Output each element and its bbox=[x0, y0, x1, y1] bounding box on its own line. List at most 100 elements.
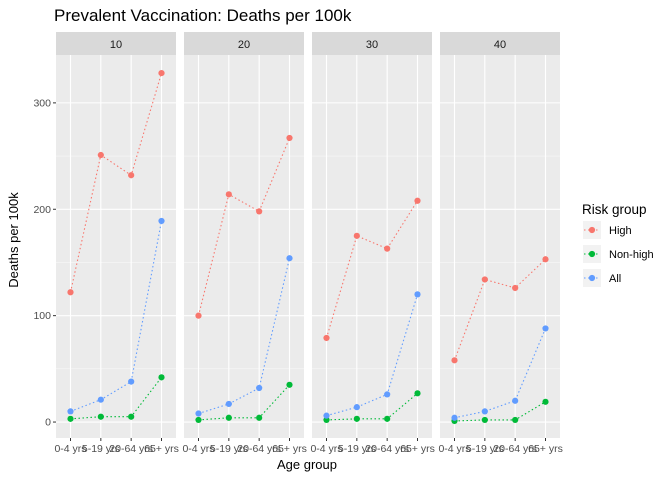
x-tick-label: 65+ yrs bbox=[272, 443, 307, 455]
data-point-non-high bbox=[195, 416, 202, 424]
panel-background bbox=[184, 55, 304, 438]
data-point-non-high bbox=[225, 414, 232, 421]
x-tick-label: 0-4 yrs bbox=[310, 443, 342, 455]
data-point-all bbox=[97, 396, 104, 403]
data-point-all bbox=[414, 291, 421, 298]
data-point-non-high bbox=[158, 374, 165, 381]
legend-item-all: All bbox=[583, 269, 621, 287]
x-axis-label: Age group bbox=[277, 457, 337, 472]
data-point-non-high bbox=[542, 398, 549, 405]
data-point-all bbox=[353, 404, 360, 411]
data-point-all bbox=[286, 255, 293, 262]
data-point-all bbox=[542, 325, 549, 332]
x-tick-label: 5-19 yrs bbox=[338, 443, 376, 455]
facet-strip bbox=[184, 32, 304, 55]
data-point-all bbox=[451, 414, 458, 421]
facet-strip bbox=[56, 32, 176, 55]
data-point-high bbox=[256, 208, 263, 215]
facet-strip-label: 40 bbox=[494, 39, 506, 51]
x-tick-label: 65+ yrs bbox=[528, 443, 563, 455]
data-point-all bbox=[481, 408, 488, 415]
x-tick-label: 65+ yrs bbox=[144, 443, 179, 455]
x-tick-label: 20-64 yrs bbox=[365, 443, 409, 455]
y-axis-label: Deaths per 100k bbox=[6, 192, 21, 288]
data-point-all bbox=[512, 397, 519, 404]
data-point-high bbox=[286, 134, 293, 142]
x-tick-label: 20-64 yrs bbox=[237, 443, 281, 455]
data-point-non-high bbox=[97, 413, 104, 420]
facet-strip bbox=[312, 32, 432, 55]
data-point-non-high bbox=[353, 415, 360, 422]
data-point-high bbox=[323, 334, 330, 342]
facet-strip bbox=[440, 32, 560, 55]
legend-label: All bbox=[609, 273, 621, 285]
data-point-high bbox=[158, 69, 165, 77]
facet-strip-label: 20 bbox=[238, 39, 250, 51]
data-point-all bbox=[384, 391, 391, 398]
data-point-high bbox=[451, 357, 458, 364]
data-point-all bbox=[158, 217, 165, 225]
data-point-non-high bbox=[128, 413, 135, 420]
data-point-high bbox=[353, 232, 360, 239]
data-point-all bbox=[195, 410, 202, 417]
data-point-high bbox=[542, 256, 549, 263]
x-tick-label: 0-4 yrs bbox=[182, 443, 214, 455]
data-point-all bbox=[128, 378, 135, 385]
data-point-non-high bbox=[384, 415, 391, 422]
y-tick-label: 300 bbox=[33, 97, 51, 109]
data-point-non-high bbox=[286, 381, 293, 388]
series-line-all bbox=[326, 294, 419, 417]
x-tick-label: 0-4 yrs bbox=[438, 443, 470, 455]
data-point-high bbox=[481, 276, 488, 283]
series-line-non-high bbox=[326, 392, 418, 421]
data-point-high bbox=[384, 245, 391, 252]
data-point-high bbox=[128, 172, 135, 179]
x-tick-label: 65+ yrs bbox=[400, 443, 435, 455]
data-point-all bbox=[256, 384, 263, 392]
y-tick-label: 0 bbox=[45, 417, 51, 429]
legend: Risk group High Non-high All bbox=[582, 202, 654, 287]
y-axis: 0 100 200 300 bbox=[33, 97, 56, 429]
facet-strip-label: 10 bbox=[110, 39, 122, 51]
series-line-all bbox=[198, 258, 291, 415]
legend-key-point bbox=[588, 250, 596, 258]
x-tick-label: 0-4 yrs bbox=[54, 443, 86, 455]
data-point-all bbox=[323, 412, 330, 419]
facet-strip-label: 30 bbox=[366, 39, 378, 51]
data-point-high bbox=[225, 191, 232, 198]
legend-key-point bbox=[588, 226, 596, 234]
legend-label: High bbox=[609, 225, 632, 237]
x-tick-label: 5-19 yrs bbox=[466, 443, 504, 455]
data-point-high bbox=[195, 312, 202, 319]
panel-background bbox=[56, 55, 176, 438]
x-tick-label: 20-64 yrs bbox=[493, 443, 537, 455]
legend-item-high: High bbox=[583, 221, 632, 239]
y-tick-label: 200 bbox=[33, 204, 51, 216]
x-tick-label: 5-19 yrs bbox=[210, 443, 248, 455]
data-point-high bbox=[512, 284, 519, 292]
data-point-non-high bbox=[67, 415, 74, 422]
x-tick-label: 20-64 yrs bbox=[109, 443, 153, 455]
data-point-non-high bbox=[512, 416, 519, 424]
legend-title: Risk group bbox=[582, 202, 647, 217]
legend-item-non-high: Non-high bbox=[583, 245, 654, 263]
data-point-all bbox=[67, 408, 74, 415]
data-point-all bbox=[225, 400, 232, 408]
chart-title: Prevalent Vaccination: Deaths per 100k bbox=[54, 6, 352, 25]
data-point-non-high bbox=[481, 416, 488, 424]
data-point-non-high bbox=[256, 414, 263, 421]
x-tick-label: 5-19 yrs bbox=[82, 443, 120, 455]
data-point-non-high bbox=[323, 416, 330, 424]
data-point-high bbox=[97, 151, 104, 159]
data-point-high bbox=[414, 197, 421, 204]
y-tick-label: 100 bbox=[33, 310, 51, 322]
legend-key-point bbox=[588, 274, 596, 282]
panel-background bbox=[312, 55, 432, 438]
series-line-all bbox=[70, 220, 163, 412]
